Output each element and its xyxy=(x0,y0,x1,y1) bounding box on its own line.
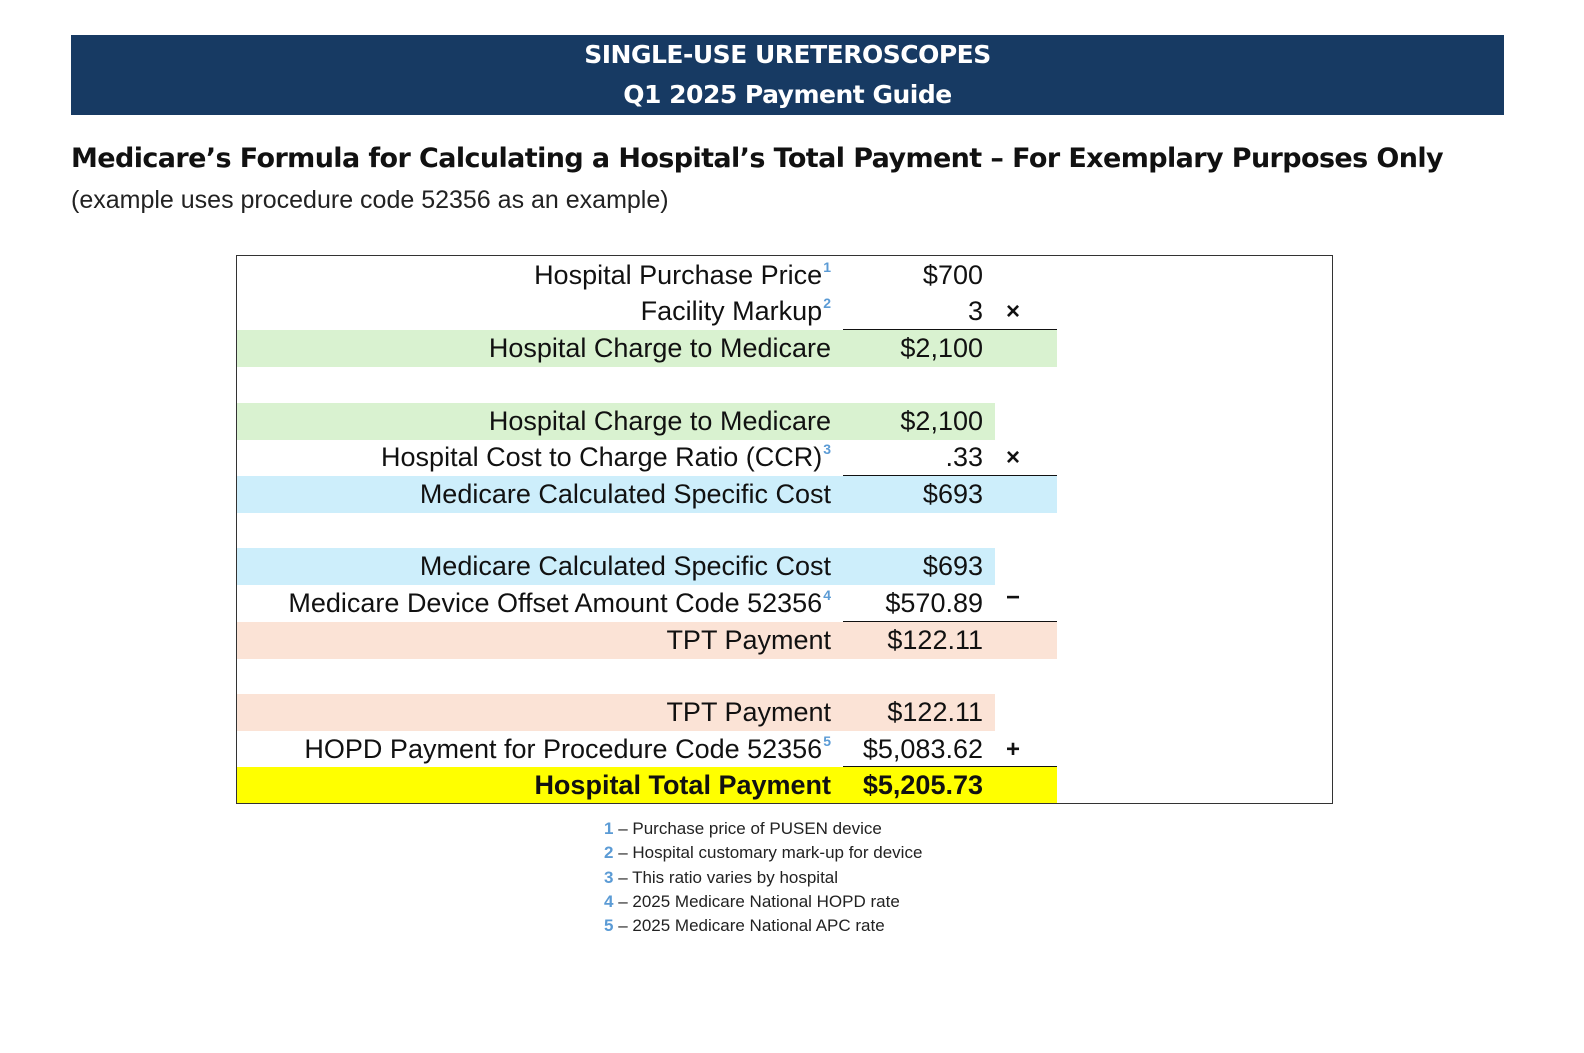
formula-table: Hospital Purchase Price1 $700 Facility M… xyxy=(236,255,1333,804)
minus-operator: − xyxy=(1005,584,1020,611)
row-value: $122.11 xyxy=(887,697,983,727)
multiply-operator: × xyxy=(1005,444,1020,471)
row-purchase-price: Hospital Purchase Price1 $700 xyxy=(237,257,1332,294)
row-value: $122.11 xyxy=(887,625,983,655)
footnote-item: 3 – This ratio varies by hospital xyxy=(604,867,839,887)
footnote-ref: 2 xyxy=(823,295,831,311)
row-total-payment: Hospital Total Payment $5,205.73 xyxy=(237,767,1057,803)
row-value: $2,100 xyxy=(900,406,983,436)
row-facility-markup: Facility Markup2 3 × xyxy=(237,293,1332,330)
row-label: Hospital Charge to Medicare xyxy=(488,406,831,436)
row-label: HOPD Payment for Procedure Code 523565 xyxy=(304,733,831,764)
row-device-offset: Medicare Device Offset Amount Code 52356… xyxy=(237,584,1332,622)
row-charge: Hospital Charge to Medicare $2,100 xyxy=(237,403,995,440)
row-value: $5,083.62 xyxy=(862,734,983,764)
row-tpt-result: TPT Payment $122.11 xyxy=(237,622,1057,659)
footnote-item: 5 – 2025 Medicare National APC rate xyxy=(604,916,885,936)
page-subheading: (example uses procedure code 52356 as an… xyxy=(71,186,669,214)
row-ccr: Hospital Cost to Charge Ratio (CCR)3 .33… xyxy=(237,439,1332,476)
row-label: Medicare Calculated Specific Cost xyxy=(419,479,831,509)
banner-subtitle: Q1 2025 Payment Guide xyxy=(623,80,952,109)
footnote-ref: 4 xyxy=(823,587,831,603)
row-specific-cost: Medicare Calculated Specific Cost $693 xyxy=(237,548,995,585)
row-value: $2,100 xyxy=(900,333,983,363)
footnote-ref: 3 xyxy=(823,441,831,457)
row-label: Medicare Calculated Specific Cost xyxy=(419,551,831,581)
footnote-item: 4 – 2025 Medicare National HOPD rate xyxy=(604,891,900,911)
footnote-ref: 1 xyxy=(823,259,831,275)
footnotes: 1 – Purchase price of PUSEN device 2 – H… xyxy=(604,817,922,938)
row-value: 3 xyxy=(967,296,983,326)
multiply-operator: × xyxy=(1005,298,1020,325)
row-label: Hospital Total Payment xyxy=(534,770,831,800)
row-value: $693 xyxy=(922,551,983,581)
sum-line xyxy=(843,621,1057,622)
row-label: TPT Payment xyxy=(666,697,831,727)
row-label: Hospital Purchase Price1 xyxy=(534,259,831,290)
row-specific-cost-result: Medicare Calculated Specific Cost $693 xyxy=(237,476,1057,513)
footnote-item: 1 – Purchase price of PUSEN device xyxy=(604,819,882,838)
row-label: Medicare Device Offset Amount Code 52356… xyxy=(288,587,831,618)
banner-title: SINGLE-USE URETEROSCOPES xyxy=(584,40,991,69)
sum-line xyxy=(843,329,1057,330)
row-value: $693 xyxy=(922,479,983,509)
footnote-ref: 5 xyxy=(823,733,831,749)
row-label: Hospital Cost to Charge Ratio (CCR)3 xyxy=(381,441,831,472)
footnote-item: 2 – Hospital customary mark-up for devic… xyxy=(604,843,923,863)
row-value: .33 xyxy=(945,442,983,472)
row-label: Facility Markup2 xyxy=(640,295,831,326)
plus-operator: + xyxy=(1005,736,1020,763)
row-label: TPT Payment xyxy=(666,625,831,655)
row-hopd-payment: HOPD Payment for Procedure Code 523565 $… xyxy=(237,731,1332,768)
page-heading: Medicare’s Formula for Calculating a Hos… xyxy=(71,143,1444,174)
sum-line xyxy=(843,766,1057,767)
row-label: Hospital Charge to Medicare xyxy=(488,333,831,363)
title-banner: SINGLE-USE URETEROSCOPES Q1 2025 Payment… xyxy=(71,35,1504,115)
row-value: $570.89 xyxy=(885,588,983,618)
row-charge-result: Hospital Charge to Medicare $2,100 xyxy=(237,330,1057,367)
sum-line xyxy=(843,475,1057,476)
row-value: $5,205.73 xyxy=(862,770,983,800)
row-tpt: TPT Payment $122.11 xyxy=(237,694,995,731)
row-value: $700 xyxy=(922,260,983,290)
